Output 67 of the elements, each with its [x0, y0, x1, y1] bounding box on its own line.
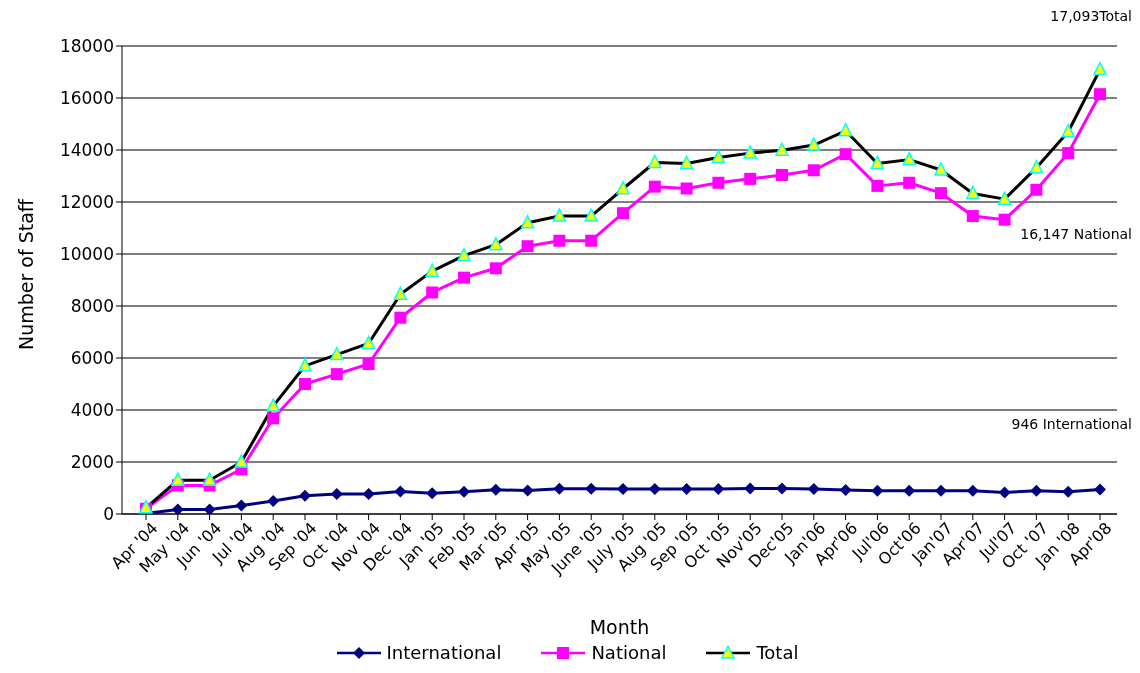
point [903, 176, 916, 189]
point [521, 484, 534, 497]
y-axis-title: Number of Staff [14, 198, 37, 350]
legend-label: International [386, 642, 502, 663]
y-tick-label: 4000 [70, 400, 114, 421]
point [966, 210, 979, 223]
point [330, 368, 343, 381]
point [299, 378, 311, 390]
point [489, 262, 502, 275]
point [1062, 485, 1075, 498]
y-tick-label: 10000 [59, 244, 114, 265]
point [458, 271, 470, 284]
point [617, 483, 629, 496]
point [553, 234, 566, 247]
point [489, 483, 502, 496]
legend-label: Total [756, 642, 799, 663]
point [966, 484, 979, 497]
point [903, 484, 916, 497]
point [871, 179, 884, 192]
annotation: 946 International [1011, 416, 1132, 432]
point [585, 234, 598, 247]
point [744, 172, 757, 185]
point [839, 484, 852, 497]
y-tick-label: 8000 [70, 296, 114, 317]
point [998, 486, 1011, 499]
y-tick-label: 18000 [59, 36, 114, 57]
point [776, 482, 788, 495]
point [362, 357, 375, 370]
point [998, 213, 1011, 226]
point [521, 240, 534, 253]
point [935, 484, 947, 497]
point [362, 487, 375, 500]
y-tick-label: 12000 [59, 192, 114, 213]
point [394, 311, 407, 324]
point [807, 164, 820, 177]
point [1030, 484, 1043, 497]
y-tick-label: 2000 [70, 452, 114, 473]
y-tick-label: 6000 [70, 348, 114, 369]
point [299, 489, 311, 502]
point [426, 286, 439, 299]
point [171, 503, 184, 514]
point [680, 483, 693, 496]
point [458, 485, 470, 498]
point [871, 484, 884, 497]
y-tick-label: 16000 [59, 88, 114, 109]
text: 17,093Total [1050, 8, 1132, 24]
y-tick-label: 0 [103, 504, 114, 525]
point [839, 148, 852, 161]
x-axis-title: Month [589, 616, 650, 638]
point [1094, 88, 1106, 101]
point [935, 187, 947, 200]
point [235, 499, 248, 512]
point [1094, 483, 1106, 496]
point [776, 168, 788, 181]
point [394, 485, 407, 498]
point [712, 176, 725, 189]
annotation: 16,147 National [1020, 226, 1132, 242]
point [585, 482, 598, 495]
point [712, 483, 725, 496]
point [426, 487, 439, 500]
point [1062, 147, 1075, 160]
point [553, 482, 566, 495]
point [680, 182, 693, 195]
legend-label: National [591, 642, 667, 663]
y-tick-label: 14000 [59, 140, 114, 161]
point [267, 495, 280, 507]
point [267, 412, 280, 425]
